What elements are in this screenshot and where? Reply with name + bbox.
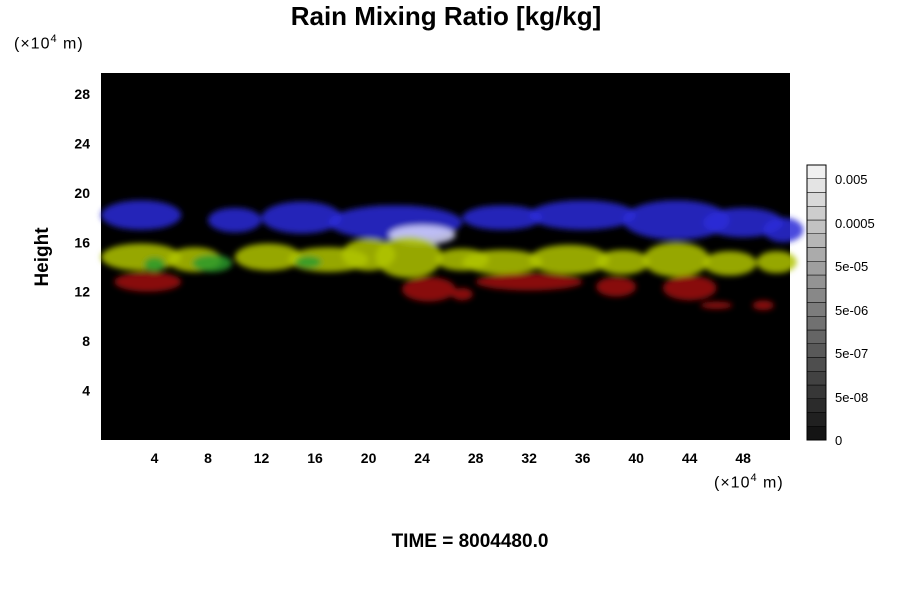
colorbar-level: [806, 288, 827, 303]
rain-field-blob: [622, 200, 730, 240]
y-tick-label: 8: [82, 333, 90, 349]
colorbar-level: [806, 164, 827, 179]
rain-field-blob: [529, 200, 637, 230]
x-unit-prefix: (×10: [714, 474, 751, 492]
colorbar-level: [806, 398, 827, 413]
colorbar-level: [806, 219, 827, 234]
rain-field-blob: [375, 236, 443, 279]
colorbar-label: 5e-06: [835, 303, 868, 318]
colorbar-label: 5e-07: [835, 346, 868, 361]
colorbar-level: [806, 343, 827, 358]
y-tick-label: 24: [74, 135, 90, 151]
y-tick-label: 12: [74, 284, 90, 300]
rain-field: [101, 200, 804, 311]
colorbar-label: 0: [835, 433, 842, 448]
rain-field-blob: [763, 217, 804, 243]
rain-field-blob: [451, 288, 473, 301]
colorbar-level: [806, 412, 827, 427]
rain-field-blob: [208, 207, 262, 233]
x-tick-label: 12: [254, 450, 270, 466]
y-unit-prefix: (×10: [14, 35, 51, 53]
rain-field-blob: [529, 244, 610, 275]
rain-field-blob: [402, 276, 456, 302]
y-axis-ticks: 4 8 12 16 20 24 28: [74, 86, 90, 399]
colorbar-level: [806, 302, 827, 317]
colorbar: 0.005 0.0005 5e-05 5e-06 5e-07 5e-08 0: [806, 164, 875, 448]
y-tick-label: 20: [74, 185, 90, 201]
rain-field-blob: [642, 242, 710, 277]
colorbar-label: 0.0005: [835, 216, 875, 231]
rain-field-blob: [703, 207, 784, 238]
rain-field-blob: [752, 300, 774, 311]
x-axis-unit: (×104 m): [714, 472, 784, 492]
x-tick-label: 24: [414, 450, 430, 466]
colorbar-level: [806, 233, 827, 248]
colorbar-label: 5e-05: [835, 259, 868, 274]
x-tick-label: 4: [151, 450, 159, 466]
x-tick-label: 32: [521, 450, 537, 466]
x-tick-label: 8: [204, 450, 212, 466]
x-tick-label: 16: [307, 450, 323, 466]
colorbar-level: [806, 426, 827, 441]
colorbar-level: [806, 178, 827, 193]
rain-field-blob: [462, 249, 543, 275]
rain-field-blob: [191, 254, 233, 272]
x-axis-ticks: 4 8 12 16 20 24 28 32 36 40 44 48: [151, 450, 752, 466]
x-tick-label: 20: [361, 450, 377, 466]
x-unit-suffix: m): [757, 474, 784, 492]
y-tick-label: 4: [82, 383, 90, 399]
colorbar-level: [806, 316, 827, 331]
rain-field-blob: [596, 276, 637, 297]
rain-field-blob: [596, 249, 650, 275]
rain-field-blob: [234, 243, 302, 271]
rain-field-blob: [462, 205, 543, 230]
y-unit-exponent: 4: [50, 33, 58, 45]
colorbar-level: [806, 261, 827, 276]
colorbar-level: [806, 371, 827, 386]
x-unit-exponent: 4: [750, 472, 758, 484]
y-tick-label: 16: [74, 234, 90, 250]
rain-field-blob: [294, 255, 322, 269]
rain-field-blob: [662, 275, 717, 301]
colorbar-label: 0.005: [835, 172, 868, 187]
colorbar-level: [806, 274, 827, 289]
y-axis-unit: (×104 m): [14, 33, 84, 53]
rain-field-blob: [143, 257, 166, 272]
colorbar-frame: [806, 164, 827, 441]
rain-field-blob: [700, 301, 733, 310]
colorbar-level: [806, 192, 827, 207]
y-tick-label: 28: [74, 86, 90, 102]
x-tick-label: 40: [628, 450, 644, 466]
colorbar-level: [806, 357, 827, 372]
x-tick-label: 36: [575, 450, 591, 466]
x-tick-label: 28: [468, 450, 484, 466]
x-tick-label: 48: [735, 450, 751, 466]
colorbar-level: [806, 384, 827, 399]
rain-field-blob: [101, 200, 182, 230]
colorbar-level: [806, 247, 827, 262]
chart-title: Rain Mixing Ratio [kg/kg]: [290, 1, 602, 31]
rain-field-blob: [475, 273, 583, 291]
x-tick-label: 44: [682, 450, 698, 466]
y-unit-suffix: m): [57, 35, 84, 53]
colorbar-level: [806, 206, 827, 221]
rain-field-blob: [261, 201, 342, 234]
rain-field-blob: [703, 250, 757, 276]
colorbar-level: [806, 329, 827, 344]
time-label: TIME = 8004480.0: [391, 531, 549, 552]
rain-field-blob: [114, 271, 182, 292]
colorbar-label: 5e-08: [835, 390, 868, 405]
rain-field-blob: [756, 250, 797, 274]
